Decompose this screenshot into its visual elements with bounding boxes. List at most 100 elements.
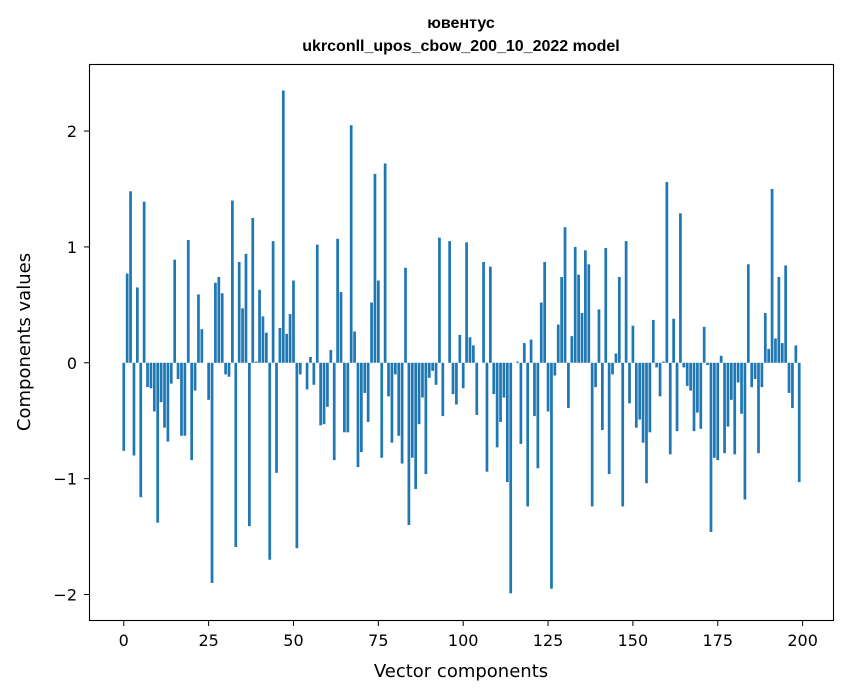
bar — [380, 362, 384, 458]
bar — [305, 362, 309, 390]
bar — [129, 191, 132, 363]
bar — [346, 362, 350, 433]
bar — [624, 241, 628, 363]
bar — [343, 362, 346, 433]
bar — [713, 362, 716, 458]
bar — [288, 314, 292, 363]
bar — [791, 362, 794, 408]
bar — [465, 242, 468, 363]
bar — [472, 345, 475, 363]
bar — [132, 362, 136, 456]
bar — [536, 362, 540, 469]
bar — [261, 316, 265, 363]
y-tick-label: −2 — [53, 586, 77, 605]
bar — [292, 280, 295, 363]
bar — [597, 309, 601, 363]
bar — [319, 362, 322, 426]
bar — [427, 362, 431, 378]
bar — [393, 362, 397, 375]
bar — [550, 362, 553, 589]
bar — [271, 241, 275, 363]
bar — [580, 312, 584, 363]
bar — [360, 362, 363, 452]
bar — [522, 343, 526, 363]
bar — [614, 353, 618, 363]
bar — [468, 337, 472, 363]
bar — [173, 259, 177, 363]
bar — [729, 362, 733, 400]
x-tick-label: 175 — [702, 631, 733, 650]
bar — [638, 362, 642, 420]
bar — [424, 362, 428, 475]
bar — [665, 182, 669, 363]
bar — [414, 362, 418, 490]
bar — [760, 362, 764, 388]
bar — [553, 362, 557, 376]
bar — [502, 362, 506, 398]
bar — [668, 362, 672, 455]
bar — [363, 362, 367, 393]
bar — [461, 362, 465, 389]
bar — [631, 325, 635, 363]
bar — [645, 362, 648, 484]
bar — [217, 277, 221, 363]
bar — [142, 201, 146, 363]
bar — [176, 362, 180, 379]
bar — [774, 338, 777, 363]
bar — [404, 267, 407, 363]
bar — [641, 362, 645, 443]
bar — [326, 362, 329, 407]
bar — [516, 361, 519, 363]
bar — [366, 362, 370, 422]
bar — [696, 362, 699, 413]
bars-group — [122, 90, 801, 594]
bar — [166, 362, 170, 442]
bar — [726, 362, 730, 427]
bar — [723, 362, 726, 454]
bar — [149, 362, 153, 389]
bar — [733, 362, 737, 455]
bar — [651, 319, 655, 363]
bar — [387, 362, 390, 397]
bar — [251, 217, 255, 363]
plot-frame — [88, 63, 835, 622]
x-axis-label: Vector components — [374, 661, 548, 682]
bar — [139, 362, 143, 498]
bar — [770, 188, 774, 363]
bar — [220, 293, 224, 363]
bar — [197, 294, 200, 363]
bar — [587, 264, 591, 363]
bar — [584, 250, 587, 363]
bar — [268, 362, 272, 560]
bar — [648, 362, 652, 433]
bar — [784, 265, 788, 363]
chart-title: ювентус — [427, 15, 495, 32]
bar — [604, 248, 608, 363]
bar — [356, 362, 360, 468]
bar — [505, 362, 509, 483]
bar — [417, 362, 421, 425]
bar — [322, 362, 326, 425]
bar — [383, 163, 387, 363]
bar — [702, 326, 706, 363]
bar — [190, 362, 194, 461]
bar — [560, 277, 563, 363]
bar — [736, 362, 740, 383]
bar — [186, 239, 190, 363]
bar — [376, 280, 380, 363]
bar — [787, 362, 791, 393]
bar — [332, 362, 336, 461]
bar — [699, 362, 703, 429]
bar — [214, 282, 217, 363]
bar — [448, 241, 451, 363]
bar — [750, 362, 754, 388]
bar — [753, 362, 757, 379]
bar — [692, 362, 696, 432]
bar — [400, 362, 404, 464]
bar — [315, 244, 319, 363]
bar — [679, 213, 682, 363]
bar — [797, 362, 801, 483]
bar — [336, 238, 339, 363]
bar — [227, 362, 231, 377]
